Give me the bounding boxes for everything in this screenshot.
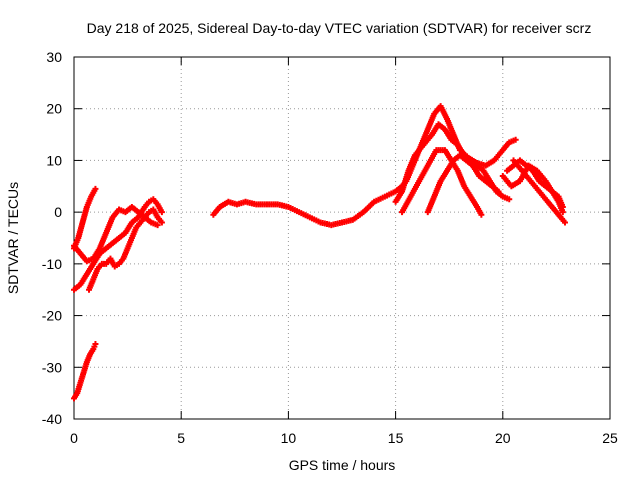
y-tick-label: 0 xyxy=(54,204,62,220)
y-tick-labels: -40 -30 -20 -10 0 10 20 30 xyxy=(42,49,62,427)
y-tick-label: -30 xyxy=(42,359,62,375)
x-tick-label: 25 xyxy=(602,430,618,446)
chart-title: Day 218 of 2025, Sidereal Day-to-day VTE… xyxy=(87,20,592,36)
grid-lines xyxy=(74,57,610,419)
y-tick-label: 10 xyxy=(46,152,62,168)
data-point xyxy=(478,211,485,218)
data-marks xyxy=(71,103,568,402)
x-axis-title: GPS time / hours xyxy=(289,457,396,473)
x-tick-label: 20 xyxy=(495,430,511,446)
y-tick-label: -20 xyxy=(42,308,62,324)
y-tick-label: -40 xyxy=(42,411,62,427)
data-point xyxy=(158,209,165,216)
x-tick-label: 0 xyxy=(70,430,78,446)
y-axis-title: SDTVAR / TECUs xyxy=(5,182,21,294)
data-point xyxy=(158,219,165,226)
data-point xyxy=(512,136,519,143)
data-point xyxy=(495,188,502,195)
x-tick-label: 5 xyxy=(177,430,185,446)
data-point xyxy=(506,196,513,203)
x-tick-label: 15 xyxy=(388,430,404,446)
data-point xyxy=(92,185,99,192)
y-tick-label: -10 xyxy=(42,256,62,272)
data-point xyxy=(92,341,99,348)
y-tick-label: 20 xyxy=(46,101,62,117)
y-tick-label: 30 xyxy=(46,49,62,65)
data-point xyxy=(559,209,566,216)
axis-ticks xyxy=(73,56,611,420)
plot-frame xyxy=(73,56,611,420)
data-point xyxy=(561,219,568,226)
data-point xyxy=(154,222,161,229)
x-tick-label: 10 xyxy=(281,430,297,446)
x-tick-labels: 0 5 10 15 20 25 xyxy=(70,430,618,446)
